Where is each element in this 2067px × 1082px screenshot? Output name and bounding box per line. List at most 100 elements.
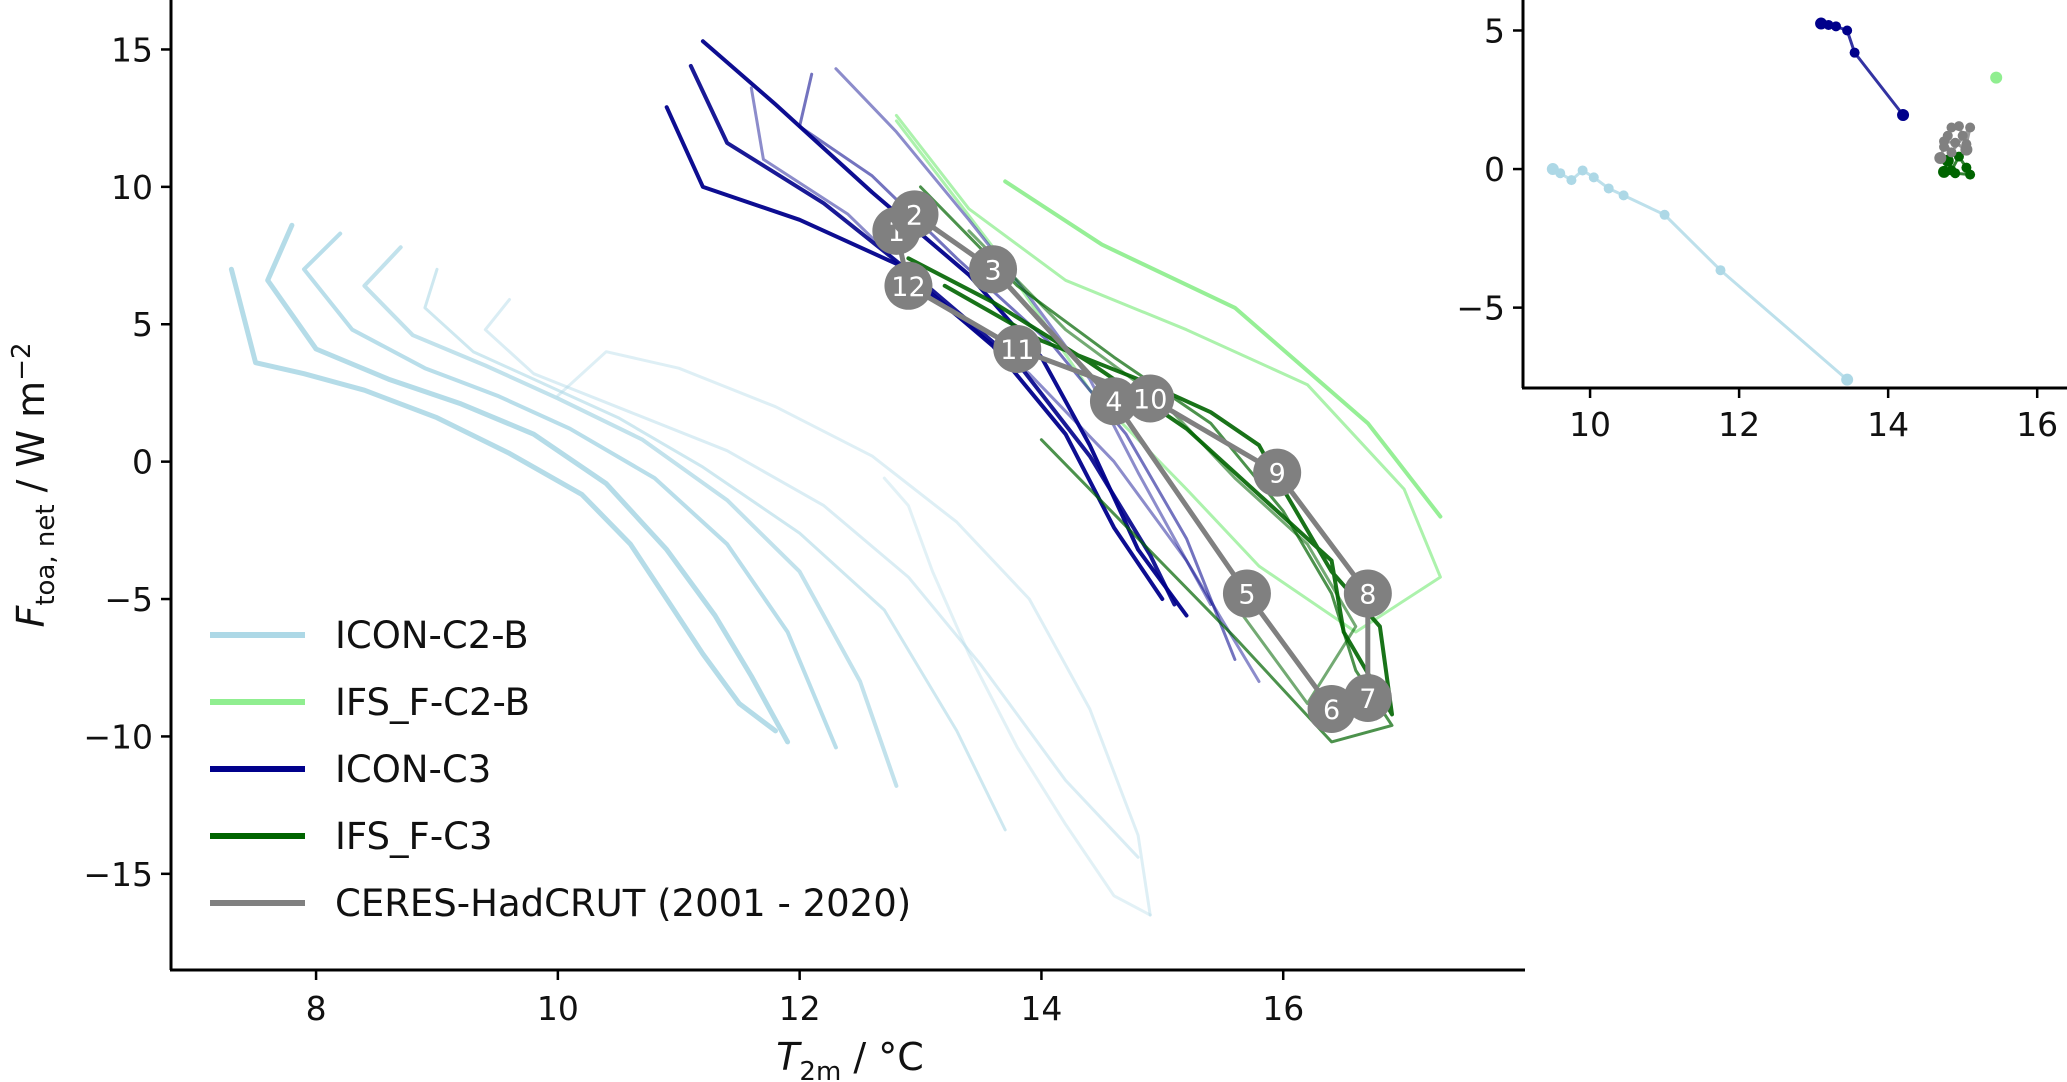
month-marker-8 xyxy=(1343,569,1392,618)
series-line-icon-c2-b-3 xyxy=(362,245,899,788)
inset-point-icon-c2-b-3 xyxy=(1577,165,1588,176)
inset-point-icon-c2-b-4 xyxy=(1588,172,1599,183)
series-line-icon-c3-14 xyxy=(749,86,1261,683)
inset-x-tick-label-16: 16 xyxy=(2016,405,2058,444)
month-label-11: 11 xyxy=(1000,335,1034,366)
month-marker-11 xyxy=(993,324,1042,373)
month-label-2: 2 xyxy=(906,200,923,231)
month-marker-2 xyxy=(890,190,939,239)
y-axis-label: Ftoa, net / W m−2 xyxy=(7,342,61,627)
main-plot-panel: 12 3 4 5 6 7 8 9 10 11 12 8 10 12 14 16 15 10 5 0 −5 −10 −15… xyxy=(7,0,1525,1082)
inset-point-ceres-hadcrut-2001-2020-7 xyxy=(1965,122,1976,133)
inset-line-icon-c2-b xyxy=(1552,167,1849,381)
series-line-icon-c2-b-0 xyxy=(228,266,778,734)
inset-plot-panel: 10 12 14 16 5 0 −5 xyxy=(1456,0,2067,444)
month-label-7: 7 xyxy=(1359,684,1376,715)
main-x-ticks: 8 10 12 14 16 xyxy=(306,970,1304,1028)
series-line-ifs-f-c3-17 xyxy=(919,185,1394,744)
month-label-5: 5 xyxy=(1238,580,1255,611)
inset-series-group xyxy=(1546,17,2003,386)
inset-point-ceres-hadcrut-2001-2020-0 xyxy=(1934,151,1947,164)
inset-point-ceres-hadcrut-2001-2020-11 xyxy=(1960,143,1973,156)
legend-label-icon-c3: ICON-C3 xyxy=(335,748,491,791)
series-line-icon-c3-13 xyxy=(798,72,1237,661)
month-label-3: 3 xyxy=(984,255,1001,286)
inset-point-icon-c2-b-6 xyxy=(1618,190,1629,201)
y-tick-label-15: 15 xyxy=(111,30,153,69)
inset-point-ifs-f-c3-2 xyxy=(1953,151,1964,162)
month-marker-9 xyxy=(1253,448,1302,497)
inset-point-icon-c2-b-7 xyxy=(1659,209,1670,220)
inset-point-icon-c2-b-5 xyxy=(1603,183,1614,194)
legend-label-ifs-f-c3: IFS_F-C3 xyxy=(335,815,493,858)
inset-y-ticks: 5 0 −5 xyxy=(1456,11,1523,328)
main-y-ticks: 15 10 5 0 −5 −10 −15 xyxy=(83,30,171,894)
month-label-9: 9 xyxy=(1269,459,1286,490)
series-line-icon-c2-b-4 xyxy=(423,267,1007,832)
month-marker-4 xyxy=(1089,377,1138,426)
main-series-group xyxy=(228,39,1443,917)
month-marker-10 xyxy=(1126,374,1175,423)
series-line-icon-c3-15 xyxy=(834,67,1213,606)
inset-x-tick-label-12: 12 xyxy=(1718,405,1760,444)
month-marker-6 xyxy=(1307,684,1356,733)
x-tick-label-16: 16 xyxy=(1262,989,1304,1028)
inset-point-ceres-hadcrut-2001-2020-10 xyxy=(1950,137,1961,148)
inset-y-tick-label-0: 0 xyxy=(1484,150,1505,189)
inset-point-ceres-hadcrut-2001-2020-5 xyxy=(1957,130,1968,141)
inset-point-icon-c3-3 xyxy=(1842,25,1853,36)
y-tick-label-15: −15 xyxy=(83,855,153,894)
series-line-icon-c2-b-2 xyxy=(302,231,838,750)
inset-point-icon-c3-5 xyxy=(1897,109,1910,122)
x-tick-label-10: 10 xyxy=(537,989,579,1028)
y-tick-label-0: 0 xyxy=(132,443,153,482)
inset-point-ifs-f-c3-5 xyxy=(1950,168,1961,179)
inset-point-ceres-hadcrut-2001-2020-3 xyxy=(1946,122,1957,133)
y-tick-label-5: 5 xyxy=(132,305,153,344)
inset-point-icon-c2-b-1 xyxy=(1555,168,1566,179)
month-marker-3 xyxy=(969,245,1018,294)
inset-point-icon-c3-1 xyxy=(1823,19,1834,30)
legend: ICON-C2-B IFS_F-C2-B ICON-C3 IFS_F-C3 CE… xyxy=(210,614,911,925)
month-label-6: 6 xyxy=(1323,695,1340,726)
inset-x-tick-label-14: 14 xyxy=(1867,405,1909,444)
inset-point-icon-c2-b-8 xyxy=(1715,265,1726,276)
x-tick-label-8: 8 xyxy=(306,989,327,1028)
month-label-4: 4 xyxy=(1105,387,1122,418)
month-label-12: 12 xyxy=(891,272,925,303)
y-tick-label-10: −10 xyxy=(83,717,153,756)
series-line-icon-c2-b-5 xyxy=(483,298,1140,859)
inset-point-ceres-hadcrut-2001-2020-8 xyxy=(1946,147,1957,158)
inset-x-tick-label-10: 10 xyxy=(1569,405,1611,444)
legend-label-ceres-hadcrut: CERES-HadCRUT (2001 - 2020) xyxy=(335,882,911,925)
x-tick-label-12: 12 xyxy=(779,989,821,1028)
month-label-10: 10 xyxy=(1133,384,1167,415)
series-line-icon-c2-b-1 xyxy=(265,222,791,745)
inset-point-icon-c3-4 xyxy=(1849,47,1860,58)
inset-point-icon-c3-2 xyxy=(1830,21,1841,32)
month-marker-7 xyxy=(1343,673,1392,722)
month-label-8: 8 xyxy=(1359,580,1376,611)
inset-point-ceres-hadcrut-2001-2020-4 xyxy=(1953,121,1964,132)
legend-label-ifs-f-c2-b: IFS_F-C2-B xyxy=(335,681,530,724)
series-line-ifs-f-c2-b-9 xyxy=(1003,179,1443,519)
y-tick-label-10: 10 xyxy=(111,168,153,207)
inset-y-tick-label-5: −5 xyxy=(1456,289,1505,328)
x-tick-label-14: 14 xyxy=(1020,989,1062,1028)
inset-y-tick-label-5: 5 xyxy=(1484,11,1505,50)
inset-point-icon-c2-b-2 xyxy=(1566,175,1577,186)
inset-x-ticks: 10 12 14 16 xyxy=(1569,388,2058,444)
inset-point-ceres-hadcrut-2001-2020-9 xyxy=(1939,136,1950,147)
month-marker-12 xyxy=(884,261,933,310)
series-line-icon-c2-b-7 xyxy=(882,476,1152,917)
inset-point-ifs-f-c2-b-0 xyxy=(1990,71,2003,84)
legend-label-icon-c2-b: ICON-C2-B xyxy=(335,614,529,657)
series-line-icon-c2-b-6 xyxy=(556,350,1152,917)
inset-point-ifs-f-c3-4 xyxy=(1965,169,1976,180)
month-marker-5 xyxy=(1222,569,1271,618)
x-axis-label: T2m / °C xyxy=(776,1035,924,1082)
inset-point-icon-c2-b-9 xyxy=(1841,373,1854,386)
